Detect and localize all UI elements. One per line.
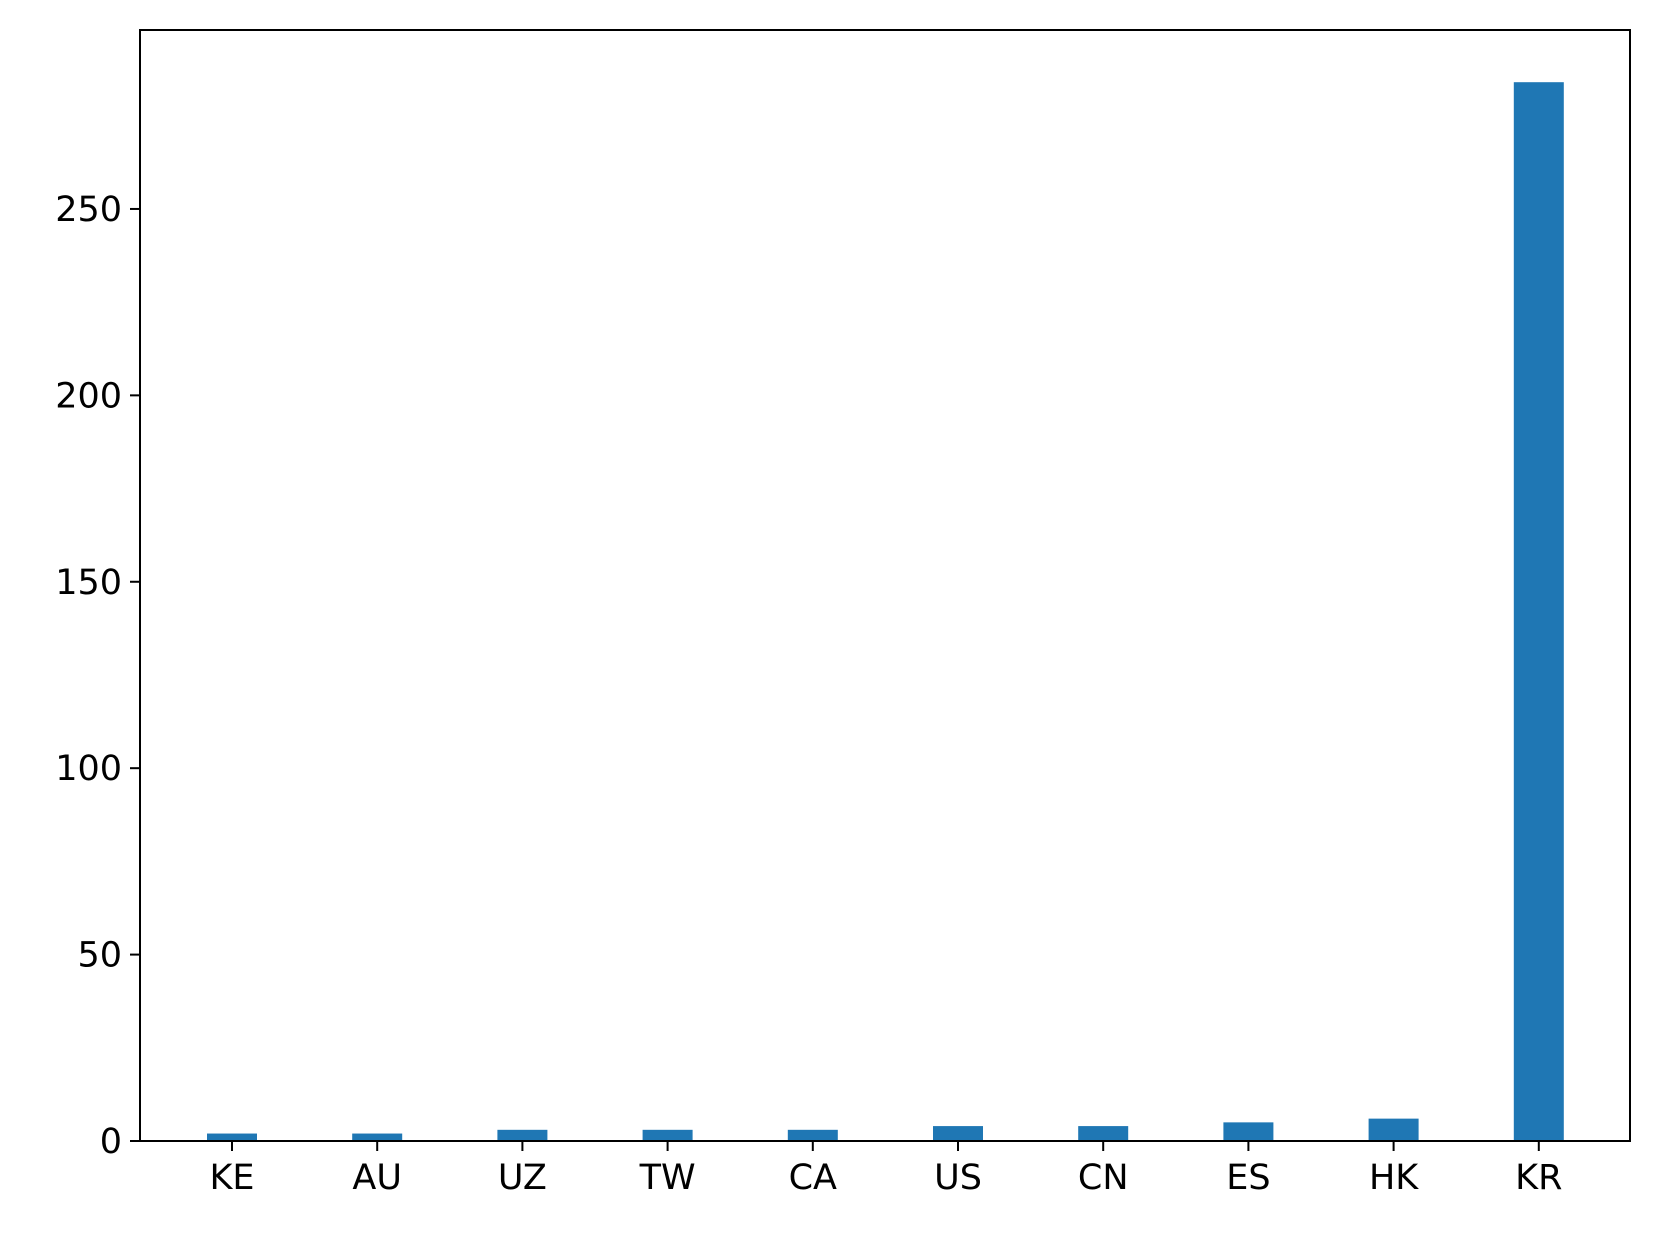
x-tick-label: ES <box>1226 1158 1270 1198</box>
bar-tw <box>642 1129 693 1141</box>
bar-us <box>933 1126 983 1141</box>
bar-kr <box>1513 82 1564 1142</box>
plot-frame <box>139 29 1631 1142</box>
y-axis: 0 50 100 150 200 250 <box>55 190 140 1162</box>
x-tick-label: TW <box>639 1158 696 1198</box>
y-tick-label: 200 <box>55 376 122 416</box>
bar-cn <box>1078 1126 1129 1141</box>
bars-layer <box>207 82 1564 1142</box>
y-tick-label: 150 <box>55 563 122 603</box>
x-tick-label: US <box>934 1158 982 1198</box>
x-tick-label: HK <box>1369 1158 1419 1198</box>
y-tick-label: 250 <box>55 190 122 230</box>
bar-au <box>352 1133 403 1141</box>
y-tick-label: 0 <box>100 1122 122 1162</box>
bar-ca <box>787 1129 838 1141</box>
y-tick-label: 100 <box>55 749 122 789</box>
x-axis: KE AU UZ TW CA US CN ES HK KR <box>209 1141 1562 1198</box>
bar-hk <box>1368 1118 1419 1141</box>
bar-ke <box>207 1133 257 1141</box>
x-tick-label: CN <box>1078 1158 1129 1198</box>
x-tick-label: CA <box>789 1158 837 1198</box>
x-tick-label: KE <box>209 1158 254 1198</box>
bar-uz <box>497 1129 548 1141</box>
x-tick-label: UZ <box>498 1158 547 1198</box>
x-tick-label: AU <box>352 1158 402 1198</box>
x-tick-label: KR <box>1515 1158 1562 1198</box>
bar-es <box>1223 1122 1274 1141</box>
y-tick-label: 50 <box>77 936 122 976</box>
